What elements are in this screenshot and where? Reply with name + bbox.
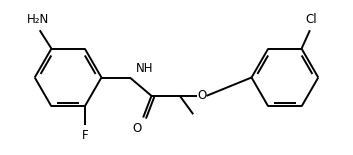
Text: F: F <box>82 129 88 142</box>
Text: NH: NH <box>136 62 153 75</box>
Text: Cl: Cl <box>306 13 317 26</box>
Text: H₂N: H₂N <box>27 13 49 26</box>
Text: O: O <box>197 89 206 102</box>
Text: O: O <box>132 122 142 135</box>
